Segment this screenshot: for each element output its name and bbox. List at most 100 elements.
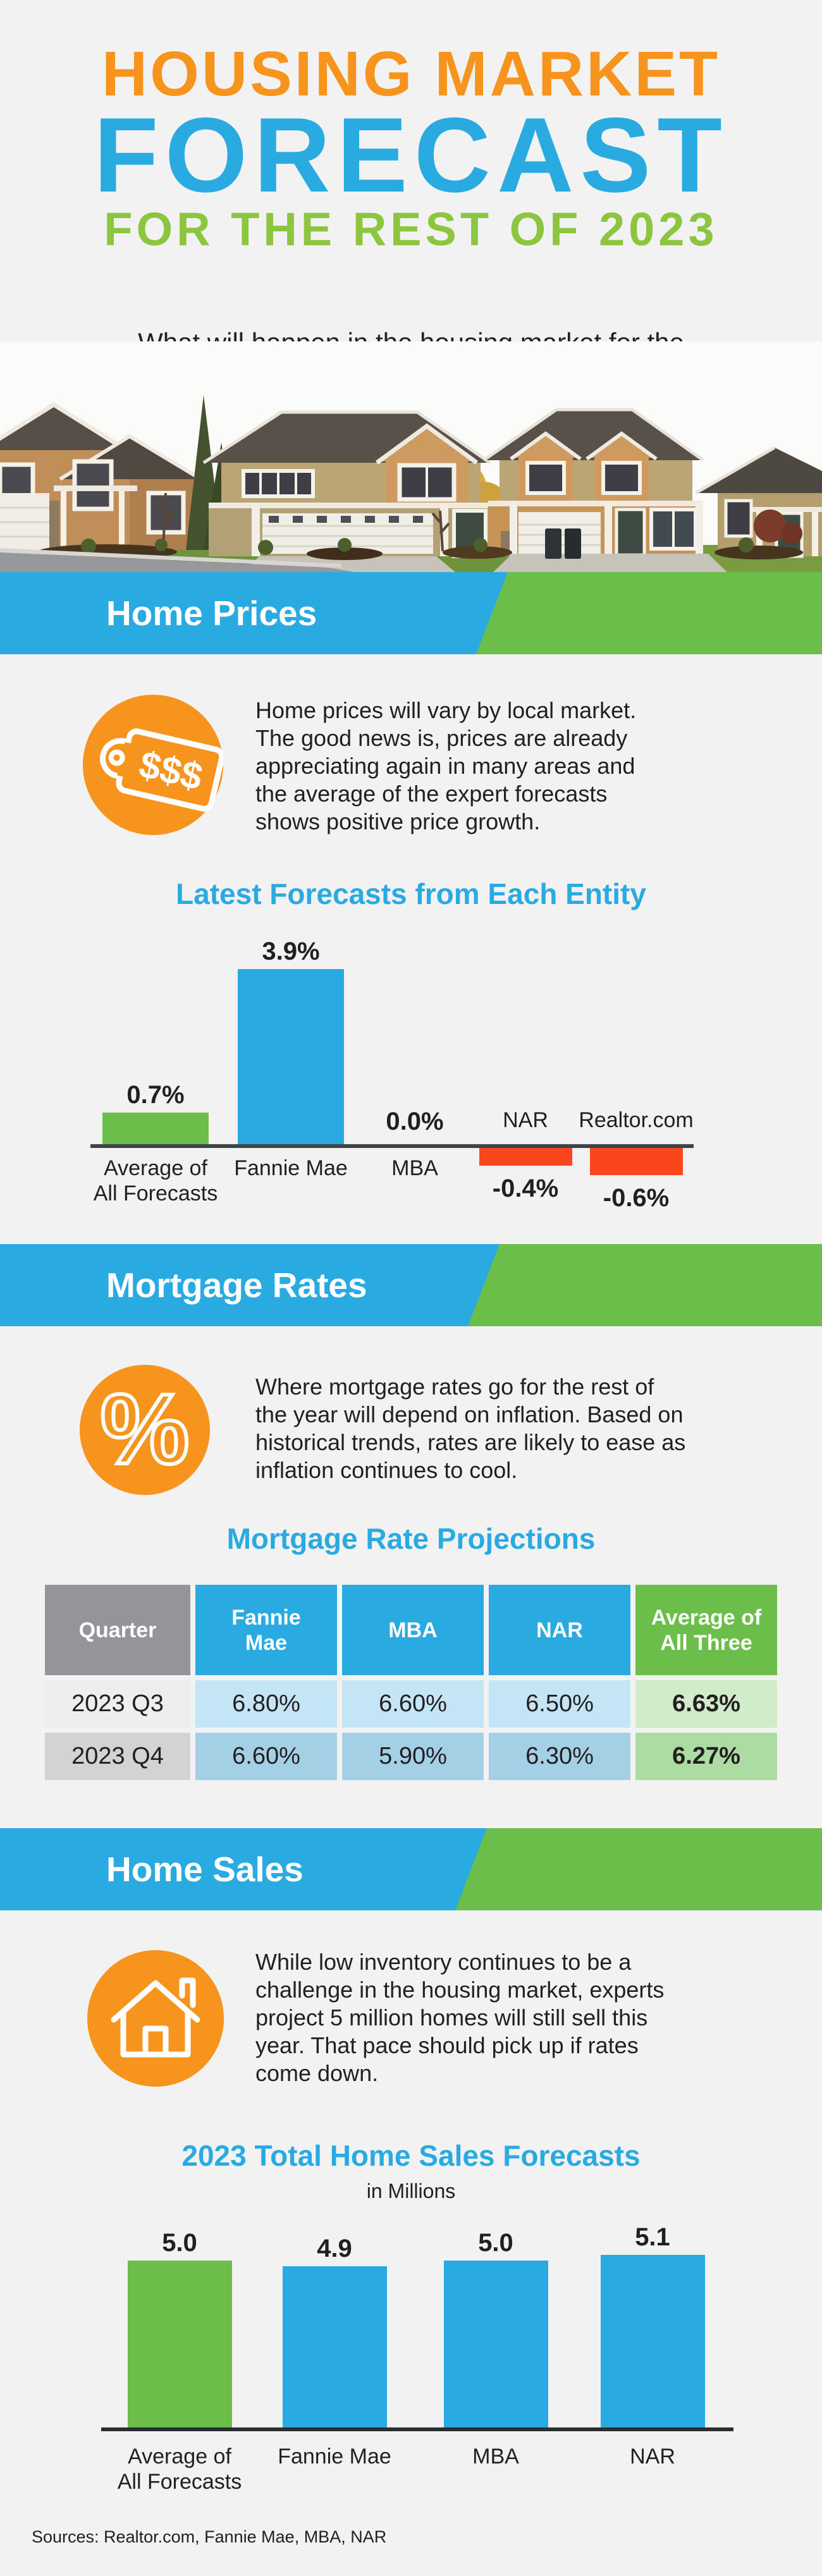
chart2-axis xyxy=(101,2427,733,2431)
chart1-axis xyxy=(90,1144,694,1148)
table-header-line: NAR xyxy=(536,1618,583,1642)
banner-blue-shape xyxy=(0,1828,487,1910)
title-line-2: FORECAST xyxy=(94,95,728,214)
chart1-average-of-all-forecasts-value-label: 0.7% xyxy=(126,1081,185,1109)
percent-icon: % xyxy=(80,1365,210,1495)
table-header-line: Mae xyxy=(245,1630,288,1655)
table-header-average: Average of All Three xyxy=(635,1585,777,1675)
chart2-fannie-mae-value-label: 4.9 xyxy=(317,2235,352,2262)
table-header-line: Quarter xyxy=(78,1618,157,1642)
table-header-line: MBA xyxy=(388,1618,438,1642)
mortgage-rates-paragraph-line: the year will depend on inflation. Based… xyxy=(255,1401,684,1427)
table-header-nar: NAR xyxy=(489,1585,630,1675)
chart1-nar-category-label: NAR xyxy=(431,1108,620,1133)
chart1-average-of-all-forecasts-category-label-line: Average of xyxy=(104,1156,207,1180)
mortgage-rates-paragraph-line: inflation continues to cool. xyxy=(255,1457,518,1483)
section-title-home-sales: Home Sales xyxy=(106,1850,304,1889)
chart2-mba-category-label: MBA xyxy=(401,2444,591,2469)
table-cell-q3-nar: 6.50% xyxy=(489,1680,630,1728)
mortgage-rates-paragraph-line: Where mortgage rates go for the rest of xyxy=(255,1374,654,1400)
home-sales-paragraph-line: year. That pace should pick up if rates xyxy=(255,2032,639,2058)
chart1-fannie-mae-value-label: 3.9% xyxy=(262,937,320,965)
house-icon xyxy=(87,1950,224,2087)
chart2-nar-value-label: 5.1 xyxy=(635,2223,670,2251)
table-header-line: Average of xyxy=(651,1605,762,1630)
table-header-mba: MBA xyxy=(342,1585,484,1675)
chart1-average-of-all-forecasts-bar xyxy=(102,1113,209,1144)
chart2-fannie-mae-category-label-line: Fannie Mae xyxy=(278,2445,391,2469)
chart1-nar-category-label-line: NAR xyxy=(503,1108,548,1132)
chart1-nar-value-label: -0.4% xyxy=(492,1175,559,1202)
chart1-mba-value-label: 0.0% xyxy=(386,1108,444,1135)
chart1-average-of-all-forecasts-category-label: Average of All Forecasts xyxy=(61,1156,250,1206)
chart1-nar-bar xyxy=(479,1148,572,1166)
banner-blue-shape xyxy=(0,1244,500,1326)
chart2-fannie-mae-category-label: Fannie Mae xyxy=(240,2444,429,2469)
home-prices-paragraph-line: shows positive price growth. xyxy=(255,809,541,834)
home-prices-paragraph: Home prices will vary by local market. T… xyxy=(255,697,636,836)
photo-house-left xyxy=(0,401,202,551)
banner-blue-shape xyxy=(0,572,508,654)
home-prices-paragraph-line: The good news is, prices are already xyxy=(255,725,628,751)
chart1-fannie-mae-bar xyxy=(238,969,344,1144)
sources-footer: Sources: Realtor.com, Fannie Mae, MBA, N… xyxy=(32,2527,387,2546)
home-sales-chart-heading: 2023 Total Home Sales Forecasts xyxy=(181,2139,641,2172)
price-tag-icon: $$$ xyxy=(83,695,223,835)
home-sales-paragraph-line: While low inventory continues to be a xyxy=(255,1949,632,1975)
chart1-realtor-com-bar xyxy=(589,1148,683,1175)
percent-icon-text: % xyxy=(101,1374,190,1485)
home-prices-paragraph-line: Home prices will vary by local market. xyxy=(255,697,637,723)
chart2-nar-category-label-line: NAR xyxy=(630,2445,675,2469)
home-prices-paragraph-line: appreciating again in many areas and xyxy=(255,753,635,779)
table-cell-q3-average: 6.63% xyxy=(635,1680,777,1728)
mortgage-rate-table-heading: Mortgage Rate Projections xyxy=(226,1522,596,1555)
chart2-mba-bar xyxy=(443,2261,548,2427)
chart2-average-of-all-forecasts-bar xyxy=(127,2261,232,2427)
table-header-fannie-mae: Fannie Mae xyxy=(195,1585,337,1675)
chart1-mba-category-label: MBA xyxy=(320,1156,510,1181)
table-cell-q3-quarter: 2023 Q3 xyxy=(45,1680,190,1728)
houses-photo xyxy=(0,341,822,572)
mortgage-rates-paragraph-line: historical trends, rates are likely to e… xyxy=(255,1429,686,1455)
chart2-average-of-all-forecasts-value-label: 5.0 xyxy=(162,2229,197,2257)
chart2-average-of-all-forecasts-category-label-line: All Forecasts xyxy=(117,2470,242,2494)
chart1-realtor-com-category-label-line: Realtor.com xyxy=(579,1108,694,1132)
table-cell-q4-fannie-mae: 6.60% xyxy=(195,1733,337,1780)
home-sales-paragraph-line: project 5 million homes will still sell … xyxy=(255,2005,648,2030)
chart1-average-of-all-forecasts-category-label-line: All Forecasts xyxy=(93,1181,218,1206)
table-cell-q4-mba: 5.90% xyxy=(342,1733,484,1780)
title-line-3: FOR THE REST OF 2023 xyxy=(104,203,718,255)
chart2-mba-category-label-line: MBA xyxy=(472,2445,519,2469)
table-header-line: All Three xyxy=(660,1630,752,1655)
photo-foreground xyxy=(0,510,803,572)
home-prices-chart-heading: Latest Forecasts from Each Entity xyxy=(176,877,646,910)
chart1-mba-category-label-line: MBA xyxy=(391,1156,438,1180)
chart1-realtor-com-value-label: -0.6% xyxy=(603,1184,670,1212)
section-title-mortgage-rates: Mortgage Rates xyxy=(106,1266,367,1305)
section-banner-mortgage-rates: Mortgage Rates xyxy=(0,1244,822,1326)
table-cell-q4-nar: 6.30% xyxy=(489,1733,630,1780)
section-banner-home-prices: Home Prices xyxy=(0,572,822,654)
chart1-fannie-mae-category-label-line: Fannie Mae xyxy=(234,1156,348,1180)
title-line-1: HOUSING MARKET xyxy=(101,39,721,109)
table-header-line: Fannie xyxy=(231,1605,301,1630)
home-sales-paragraph: While low inventory continues to be a ch… xyxy=(255,1948,664,2087)
mortgage-rates-paragraph: Where mortgage rates go for the rest of … xyxy=(255,1373,685,1484)
table-cell-q4-average: 6.27% xyxy=(635,1733,777,1780)
chart2-nar-category-label: NAR xyxy=(558,2444,747,2469)
section-title-home-prices: Home Prices xyxy=(106,594,317,633)
chart2-fannie-mae-bar xyxy=(282,2266,387,2427)
chart2-mba-value-label: 5.0 xyxy=(478,2229,513,2257)
chart2-nar-bar xyxy=(600,2255,705,2427)
chart1-realtor-com-category-label: Realtor.com xyxy=(541,1108,731,1133)
chart2-average-of-all-forecasts-category-label-line: Average of xyxy=(128,2445,231,2469)
table-header-quarter: Quarter xyxy=(45,1585,190,1675)
section-banner-home-sales: Home Sales xyxy=(0,1828,822,1910)
chart2-average-of-all-forecasts-category-label: Average of All Forecasts xyxy=(85,2444,274,2494)
home-prices-paragraph-line: the average of the expert forecasts xyxy=(255,781,608,807)
table-cell-q3-fannie-mae: 6.80% xyxy=(195,1680,337,1728)
table-cell-q3-mba: 6.60% xyxy=(342,1680,484,1728)
